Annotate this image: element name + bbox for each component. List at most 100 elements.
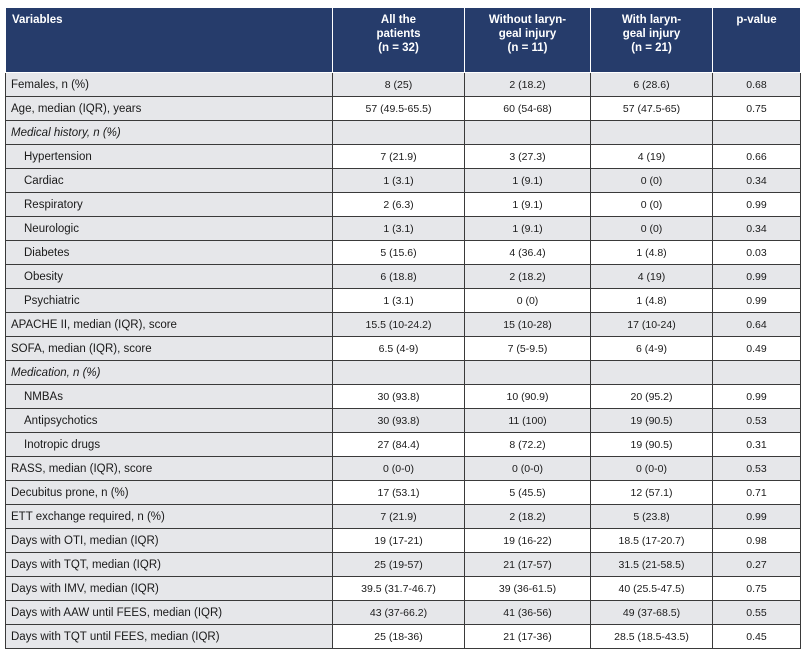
header-line: With laryn- [621,14,682,26]
cell-p-value: 0.98 [712,528,801,553]
cell-all-patients: 7 (21.9) [332,144,465,169]
row-label: Females, n (%) [5,72,333,97]
row-label: Inotropic drugs [5,432,333,457]
table-body: Females, n (%) 8 (25) 2 (18.2) 6 (28.6) 0.68… [5,72,801,649]
cell-p-value: 0.64 [712,312,801,337]
table-row: Days with OTI, median (IQR) 19 (17-21) 19 … [5,528,801,553]
cell-p-value: 0.75 [712,576,801,601]
cell-with-injury: 12 (57.1) [590,480,713,505]
cell-with-injury: 28.5 (18.5-43.5) [590,624,713,649]
row-label: Neurologic [5,216,333,241]
cell-p-value: 0.99 [712,288,801,313]
cell-p-value: 0.68 [712,72,801,97]
cell-with-injury: 0 (0) [590,192,713,217]
cell-with-injury: 5 (23.8) [590,504,713,529]
row-label: Decubitus prone, n (%) [5,480,333,505]
row-label: Days with TQT, median (IQR) [5,552,333,577]
cell-without-injury: 8 (72.2) [464,432,591,457]
cell-p-value: 0.99 [712,504,801,529]
cell-with-injury: 0 (0) [590,168,713,193]
cell-without-injury: 2 (18.2) [464,72,591,97]
row-label: SOFA, median (IQR), score [5,336,333,361]
cell-all-patients: 25 (19-57) [332,552,465,577]
table-row: Decubitus prone, n (%) 17 (53.1) 5 (45.5) 1… [5,480,801,505]
cell-with-injury: 1 (4.8) [590,288,713,313]
cell-p-value: 0.99 [712,192,801,217]
cell-with-injury: 6 (28.6) [590,72,713,97]
cell-all-patients: 17 (53.1) [332,480,465,505]
cell-with-injury: 0 (0) [590,216,713,241]
cell-p-value: 0.49 [712,336,801,361]
section-row: Medication, n (%) [5,360,801,385]
table-row: APACHE II, median (IQR), score 15.5 (10-2… [5,312,801,337]
cell-without-injury: 60 (54-68) [464,96,591,121]
header-line: Without laryn- [488,14,567,26]
cell-p-value: 0.34 [712,168,801,193]
cell-p-value: 0.55 [712,600,801,625]
section-label: Medication, n (%) [5,360,333,385]
cell-all-patients: 39.5 (31.7-46.7) [332,576,465,601]
cell-with-injury [590,360,713,385]
table-row: Age, median (IQR), years 57 (49.5-65.5) 60… [5,96,801,121]
cell-without-injury: 0 (0-0) [464,456,591,481]
cell-p-value: 0.34 [712,216,801,241]
row-label: APACHE II, median (IQR), score [5,312,333,337]
table-row: NMBAs 30 (93.8) 10 (90.9) 20 (95.2) 0.99 [5,384,801,409]
table-row: Hypertension 7 (21.9) 3 (27.3) 4 (19) 0.66 [5,144,801,169]
row-label: Respiratory [5,192,333,217]
table-row: Respiratory 2 (6.3) 1 (9.1) 0 (0) 0.99 [5,192,801,217]
cell-all-patients: 57 (49.5-65.5) [332,96,465,121]
row-label: Age, median (IQR), years [5,96,333,121]
cell-with-injury: 4 (19) [590,144,713,169]
row-label: Days with AAW until FEES, median (IQR) [5,600,333,625]
cell-without-injury: 11 (100) [464,408,591,433]
cell-p-value: 0.27 [712,552,801,577]
cell-without-injury: 7 (5-9.5) [464,336,591,361]
cell-p-value: 0.99 [712,384,801,409]
cell-without-injury: 39 (36-61.5) [464,576,591,601]
row-label: Days with TQT until FEES, median (IQR) [5,624,333,649]
cell-without-injury: 21 (17-36) [464,624,591,649]
cell-without-injury [464,360,591,385]
cell-without-injury: 19 (16-22) [464,528,591,553]
table-row: Females, n (%) 8 (25) 2 (18.2) 6 (28.6) 0.68 [5,72,801,97]
cell-with-injury: 19 (90.5) [590,432,713,457]
cell-with-injury: 49 (37-68.5) [590,600,713,625]
section-row: Medical history, n (%) [5,120,801,145]
cell-without-injury: 2 (18.2) [464,504,591,529]
cell-all-patients: 19 (17-21) [332,528,465,553]
header-line: geal injury [498,28,557,40]
table-row: Neurologic 1 (3.1) 1 (9.1) 0 (0) 0.34 [5,216,801,241]
cell-with-injury: 1 (4.8) [590,240,713,265]
row-label: RASS, median (IQR), score [5,456,333,481]
row-label: Days with IMV, median (IQR) [5,576,333,601]
cell-all-patients: 25 (18-36) [332,624,465,649]
header-with-injury: With laryn- geal injury (n = 21) [590,7,713,73]
cell-without-injury: 5 (45.5) [464,480,591,505]
cell-with-injury: 4 (19) [590,264,713,289]
cell-all-patients: 30 (93.8) [332,384,465,409]
cell-all-patients: 8 (25) [332,72,465,97]
cell-with-injury: 18.5 (17-20.7) [590,528,713,553]
table-row: Days with TQT, median (IQR) 25 (19-57) 21 … [5,552,801,577]
cell-all-patients [332,360,465,385]
cell-p-value [712,360,801,385]
table-row: Cardiac 1 (3.1) 1 (9.1) 0 (0) 0.34 [5,168,801,193]
header-variables: Variables [5,7,333,73]
cell-with-injury: 19 (90.5) [590,408,713,433]
cell-without-injury: 10 (90.9) [464,384,591,409]
header-line: (n = 32) [378,42,419,54]
table-row: Days with TQT until FEES, median (IQR) 25… [5,624,801,649]
header-line: patients [376,28,421,40]
table-row: ETT exchange required, n (%) 7 (21.9) 2 (1… [5,504,801,529]
cell-all-patients: 1 (3.1) [332,288,465,313]
cell-p-value: 0.45 [712,624,801,649]
cell-p-value: 0.31 [712,432,801,457]
cell-p-value: 0.53 [712,456,801,481]
row-label: ETT exchange required, n (%) [5,504,333,529]
cell-all-patients: 7 (21.9) [332,504,465,529]
cell-without-injury: 0 (0) [464,288,591,313]
cell-with-injury: 57 (47.5-65) [590,96,713,121]
cell-with-injury: 20 (95.2) [590,384,713,409]
cell-with-injury [590,120,713,145]
